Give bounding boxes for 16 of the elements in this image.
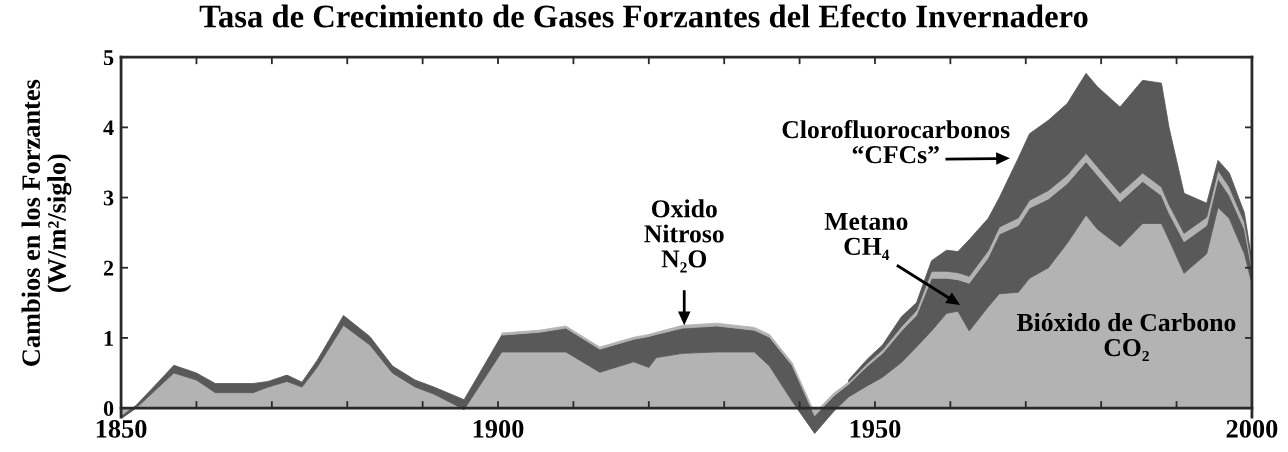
y-tick-label: 0	[103, 401, 114, 417]
y-tick-label: 3	[103, 190, 114, 206]
series-label: Metano CH₄	[824, 212, 908, 260]
x-tick-label: 1950	[850, 419, 901, 438]
y-tick-label: 4	[103, 120, 114, 136]
y-tick-label: 5	[103, 50, 114, 66]
x-tick-label: 1900	[473, 419, 524, 438]
series-label: Oxido Nitroso N₂O	[644, 199, 724, 273]
y-tick-label: 1	[104, 330, 113, 346]
series-label: Clorofluorocarbonos “CFCs”	[782, 119, 1010, 164]
x-tick-label: 1850	[96, 419, 147, 438]
y-axis-title: Cambios en los Forzantes (W/m²/siglo)	[21, 79, 72, 366]
chart-title: Tasa de Crecimiento de Gases Forzantes del Efecto Invernadero	[199, 4, 1088, 28]
y-tick-label: 2	[103, 260, 114, 276]
series-label: Bióxido de Carbono CO₂	[1016, 313, 1236, 362]
x-tick-label: 2000	[1226, 419, 1278, 438]
